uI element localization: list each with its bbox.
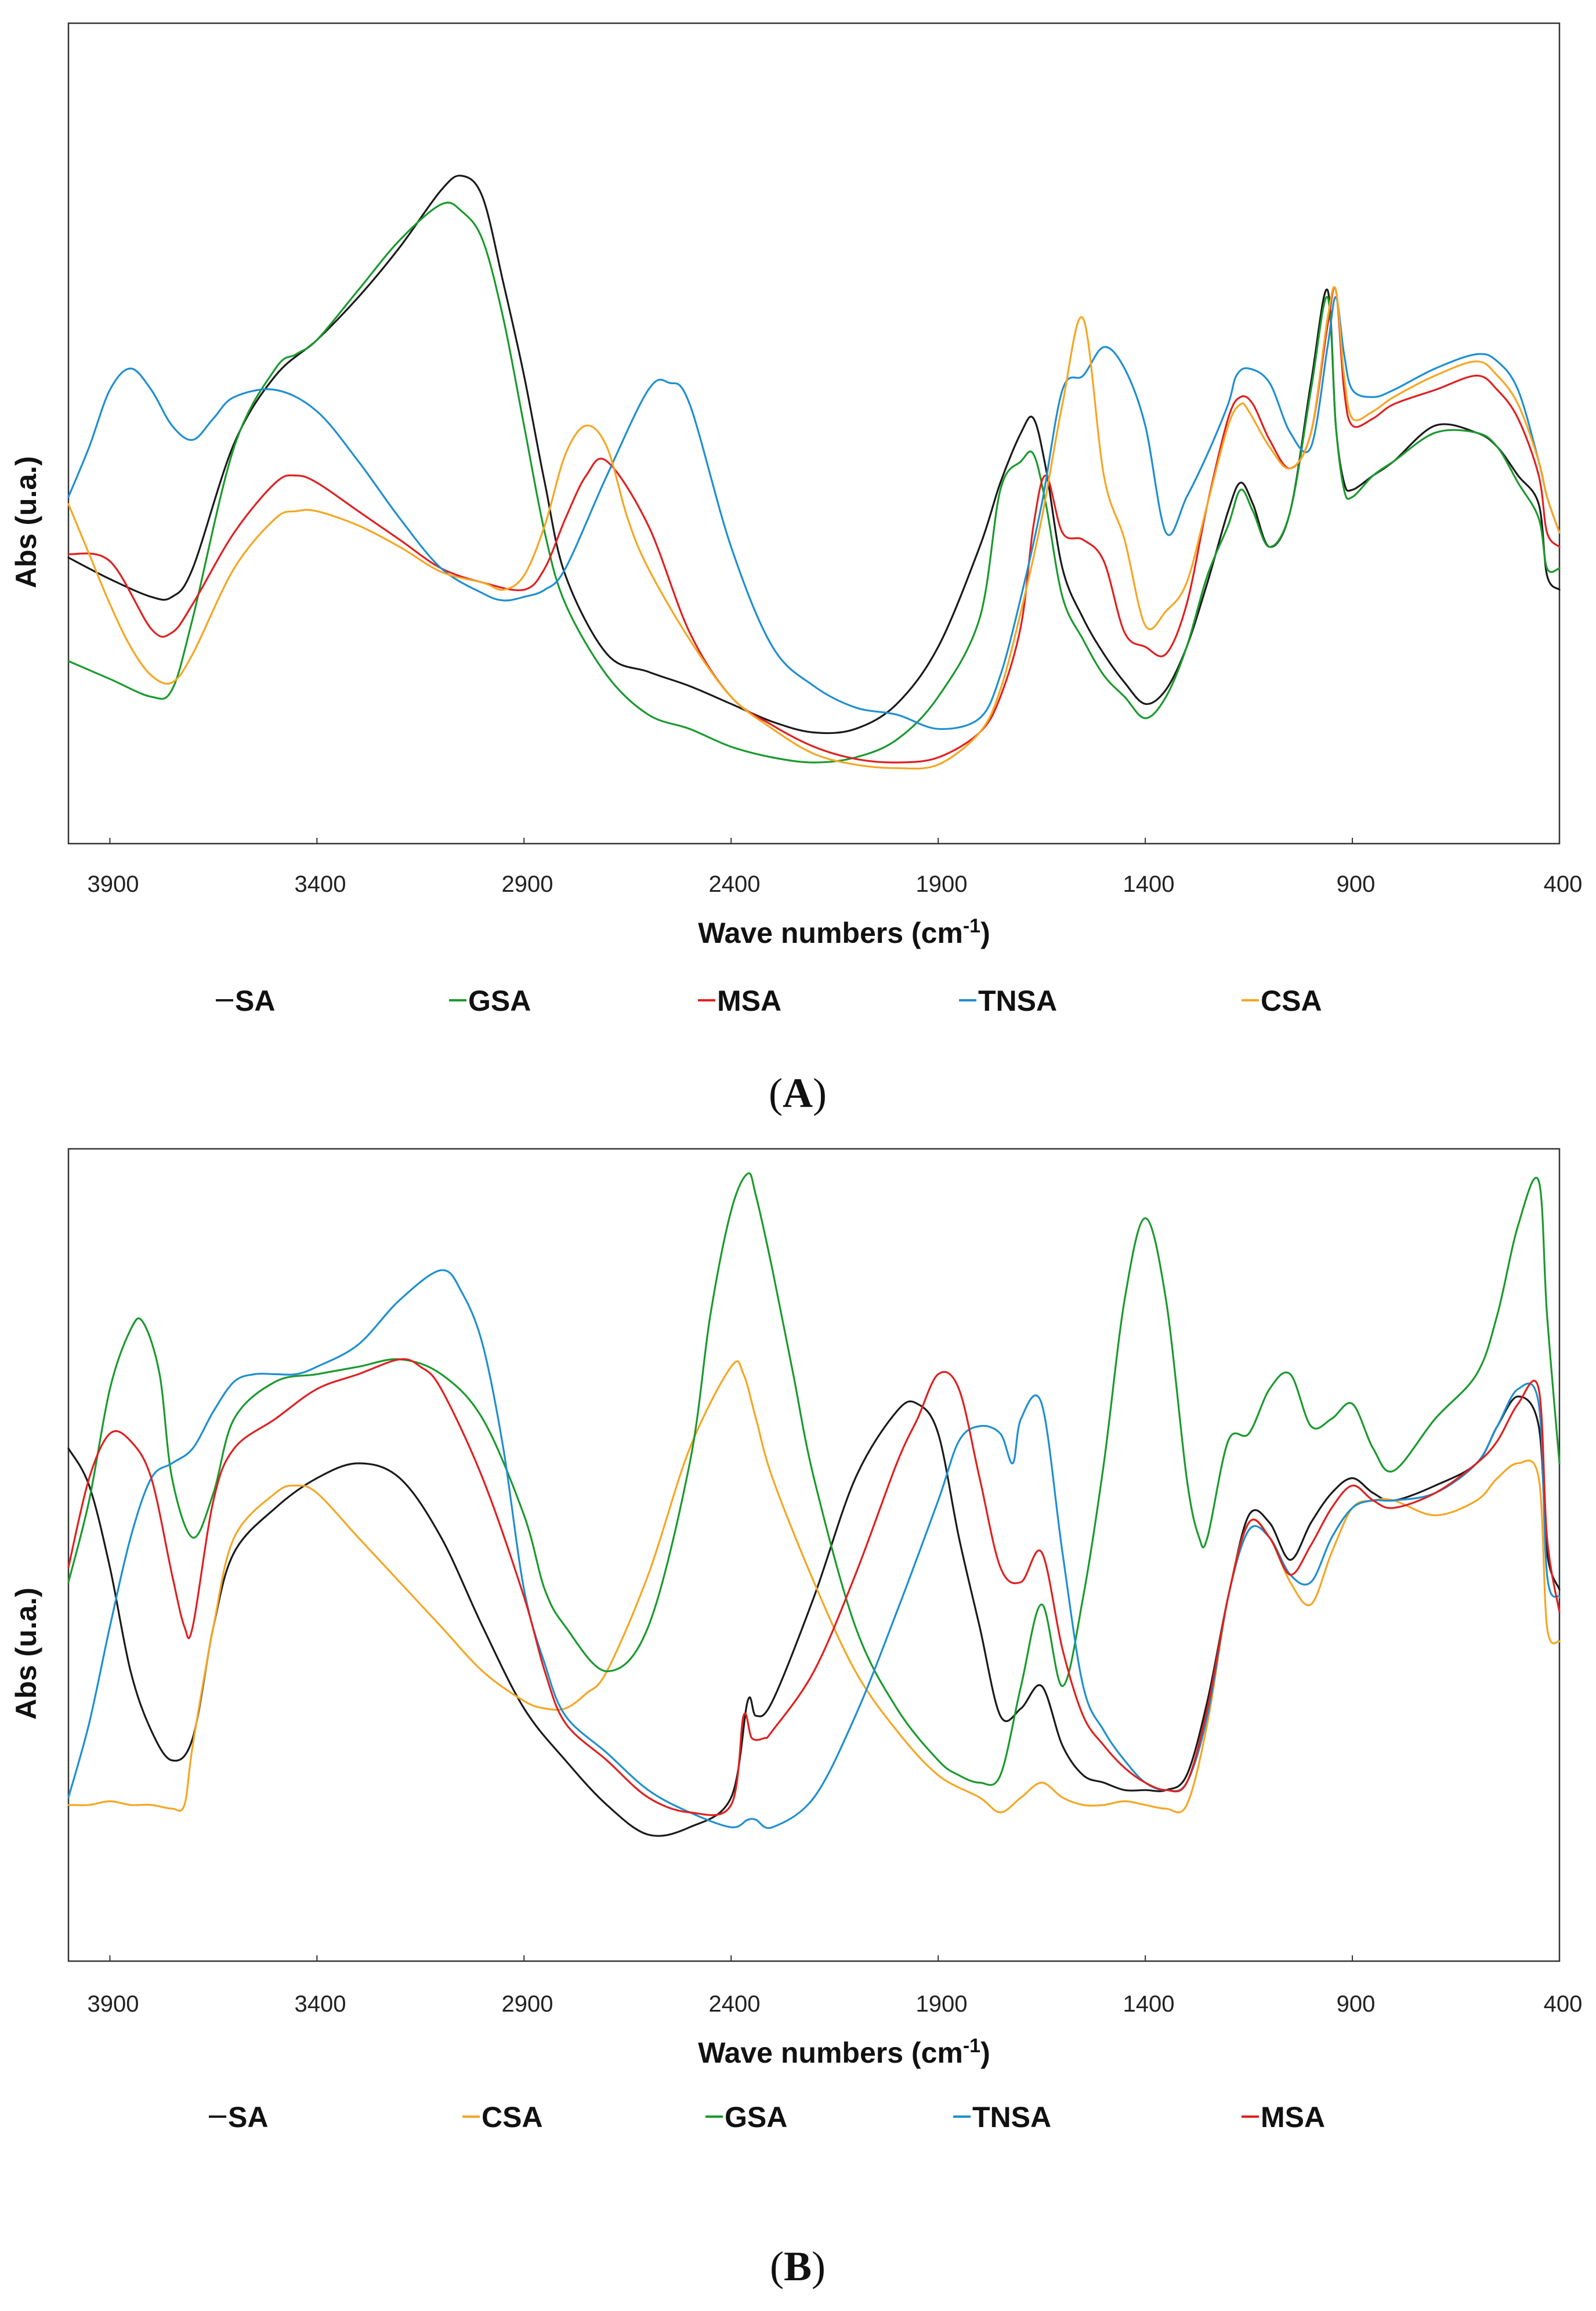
x-tick-label-b-1400: 1400 (1123, 1991, 1175, 2017)
series-line-b-sa (67, 1395, 1561, 1837)
series-line-b-gsa (67, 1172, 1561, 1786)
x-tick-label-a-1400: 1400 (1123, 871, 1175, 897)
x-tick-label-b-2400: 2400 (709, 1991, 761, 2017)
series-line-b-msa (67, 1358, 1561, 1816)
panel-label-a: (A) (769, 1070, 827, 1116)
legend-item-b-gsa: GSA (705, 2101, 787, 2133)
svg-text:SA: SA (228, 2101, 268, 2133)
svg-text:TNSA: TNSA (978, 985, 1057, 1017)
legend-item-b-tnsa: TNSA (953, 2101, 1051, 2133)
x-tick-label-b-3400: 3400 (295, 1991, 346, 2017)
series-line-a-csa (67, 286, 1561, 770)
svg-text:GSA: GSA (468, 985, 531, 1017)
x-tick-label-a-3900: 3900 (88, 871, 139, 897)
legend-item-b-csa: CSA (462, 2101, 543, 2133)
svg-text:TNSA: TNSA (972, 2101, 1051, 2133)
x-tick-label-a-3400: 3400 (295, 871, 346, 897)
x-ticks-a (109, 838, 1560, 844)
legend-item-a-msa: MSA (698, 985, 781, 1017)
svg-text:SA: SA (235, 985, 275, 1017)
x-tick-label-b-1900: 1900 (916, 1991, 968, 2017)
x-tick-label-b-2900: 2900 (502, 1991, 553, 2017)
legend-b: SA CSA GSA TNSA MSA (209, 2101, 1325, 2133)
series-line-b-csa (67, 1360, 1561, 1814)
x-tick-label-a-400: 400 (1544, 871, 1583, 897)
svg-text:CSA: CSA (482, 2101, 543, 2133)
svg-text:CSA: CSA (1261, 985, 1322, 1017)
x-ticks-b (109, 1955, 1560, 1961)
legend-item-b-sa: SA (209, 2101, 268, 2133)
legend-item-a-gsa: GSA (449, 985, 531, 1017)
legend-a: SA GSA MSA TNSA CSA (216, 985, 1322, 1017)
series-line-b-tnsa (67, 1269, 1561, 1829)
x-tick-label-a-900: 900 (1337, 871, 1376, 897)
svg-text:MSA: MSA (1261, 2101, 1325, 2133)
series-group-b (67, 1172, 1561, 1837)
x-tick-label-b-3900: 3900 (88, 1991, 139, 2017)
y-axis-title-b: Abs (u.a.) (10, 1587, 42, 1720)
legend-item-a-sa: SA (216, 985, 275, 1017)
x-tick-label-a-1900: 1900 (916, 871, 968, 897)
x-tick-label-a-2400: 2400 (709, 871, 761, 897)
x-axis-title-b: Wave numbers (cm-1) (698, 2035, 990, 2069)
panel-label-b: (B) (770, 2243, 826, 2290)
legend-item-a-csa: CSA (1242, 985, 1322, 1017)
y-axis-title-a: Abs (u.a.) (10, 456, 42, 588)
legend-item-a-tnsa: TNSA (959, 985, 1057, 1017)
x-axis-title-a: Wave numbers (cm-1) (698, 915, 990, 949)
x-tick-label-a-2900: 2900 (502, 871, 553, 897)
series-group-a (67, 175, 1561, 770)
svg-text:GSA: GSA (725, 2101, 787, 2133)
plot-area-b (67, 1148, 1561, 1962)
svg-text:MSA: MSA (717, 985, 781, 1017)
x-tick-label-b-900: 900 (1337, 1991, 1376, 2017)
chart-panel-a: 3900 3400 2900 2400 1900 1400 900 400 Wa… (10, 22, 1583, 1116)
x-tick-label-b-400: 400 (1544, 1991, 1583, 2017)
series-line-a-gsa (67, 201, 1561, 764)
chart-panel-b: 3900 3400 2900 2400 1900 1400 900 400 Wa… (10, 1148, 1583, 2290)
legend-item-b-msa: MSA (1242, 2101, 1325, 2133)
